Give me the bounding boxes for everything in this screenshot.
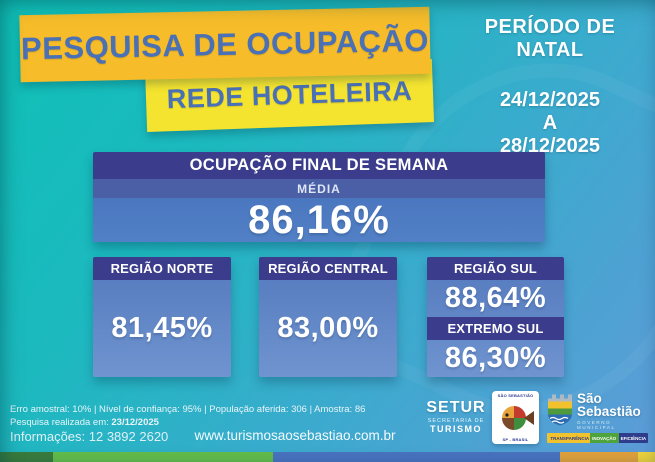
poster-title-line1: PESQUISA DE OCUPAÇÃO	[20, 22, 430, 66]
city-bar-transparencia: TRANSPARÊNCIA	[550, 433, 590, 443]
region-north-box: REGIÃO NORTE 81,45%	[93, 257, 231, 377]
city-bar-lead	[547, 433, 550, 443]
info-phone: Informações: 12 3892 2620	[10, 429, 169, 444]
region-central-label: REGIÃO CENTRAL	[259, 257, 397, 280]
region-south-box: REGIÃO SUL 88,64% EXTREMO SUL 86,30%	[427, 257, 564, 377]
period-label: PERÍODO DE NATAL	[484, 16, 616, 61]
period-dates: 24/12/2025 A 28/12/2025	[450, 89, 650, 158]
summary-value: 86,16%	[248, 197, 390, 242]
strip-segment-darkgreen	[0, 452, 53, 462]
setur-name: SETUR	[426, 399, 486, 416]
period-date-start: 24/12/2025	[499, 89, 601, 111]
title-banner-primary: PESQUISA DE OCUPAÇÃO	[19, 6, 431, 83]
city-values-bar: TRANSPARÊNCIA INOVAÇÃO EFICIÊNCIA	[547, 433, 648, 443]
survey-stats-line: Erro amostral: 10% | Nível de confiança:…	[10, 404, 366, 415]
weekend-occupancy-summary-box: OCUPAÇÃO FINAL DE SEMANA MÉDIA 86,16%	[93, 152, 545, 242]
bottom-color-strip	[0, 452, 655, 462]
sao-sebastiao-fish-badge: SÃO SEBASTIÃO SP - BRASIL	[492, 391, 539, 444]
city-name-line2: Sebastião	[577, 404, 641, 419]
region-extreme-south-body: 86,30%	[427, 340, 564, 377]
region-south-body: 88,64%	[427, 280, 564, 317]
city-crest-icon	[548, 394, 572, 426]
fish-badge-bottom-text: SP - BRASIL	[502, 437, 529, 442]
strip-segment-yellow	[638, 452, 655, 462]
period-date-end: 28/12/2025	[499, 135, 601, 157]
region-north-value: 81,45%	[111, 312, 213, 344]
fish-badge-top-text: SÃO SEBASTIÃO	[497, 393, 534, 398]
city-government-label: GOVERNO MUNICIPAL	[577, 420, 616, 430]
setur-sub2: TURISMO	[430, 424, 482, 434]
region-extreme-south-value: 86,30%	[444, 342, 547, 374]
summary-title: OCUPAÇÃO FINAL DE SEMANA	[93, 152, 545, 179]
region-central-body: 83,00%	[259, 280, 397, 377]
city-name-block: São Sebastião GOVERNO MUNICIPAL	[577, 392, 650, 430]
summary-subtitle: MÉDIA	[93, 179, 545, 198]
period-separator: A	[542, 112, 558, 134]
summary-body: 86,16%	[93, 198, 545, 242]
fish-icon	[501, 405, 534, 430]
survey-date-value: 23/12/2025	[111, 417, 159, 428]
region-south-value: 88,64%	[444, 282, 547, 314]
city-logo-row: São Sebastião GOVERNO MUNICIPAL	[547, 392, 650, 430]
survey-date-label: Pesquisa realizada em:	[10, 417, 112, 428]
city-bar-eficiencia: EFICIÊNCIA	[618, 433, 648, 443]
website-url: www.turismosaosebastiao.com.br	[194, 428, 396, 443]
region-north-body: 81,45%	[93, 280, 231, 377]
city-name-line1: São	[577, 391, 602, 406]
setur-sub1: SECRETARIA DE	[427, 418, 485, 424]
strip-segment-green	[53, 452, 273, 462]
setur-logo: SETUR SECRETARIA DE TURISMO	[424, 399, 488, 434]
region-extreme-south-label: EXTREMO SUL	[427, 317, 564, 340]
strip-segment-blue	[273, 452, 560, 462]
survey-stats: Erro amostral: 10% | Nível de confiança:…	[10, 403, 365, 429]
region-central-value: 83,00%	[277, 312, 379, 344]
city-government-logo: São Sebastião GOVERNO MUNICIPAL TRANSPAR…	[547, 392, 650, 443]
region-central-box: REGIÃO CENTRAL 83,00%	[259, 257, 397, 377]
poster-title-line2: REDE HOTELEIRA	[166, 75, 413, 115]
region-south-label: REGIÃO SUL	[427, 257, 564, 280]
strip-segment-orange	[560, 452, 638, 462]
city-bar-inovacao: INOVAÇÃO	[589, 433, 619, 443]
survey-date-line: Pesquisa realizada em: 23/12/2025	[10, 416, 365, 429]
region-north-label: REGIÃO NORTE	[93, 257, 231, 280]
period-block: PERÍODO DE NATAL 24/12/2025 A 28/12/2025	[450, 16, 650, 158]
